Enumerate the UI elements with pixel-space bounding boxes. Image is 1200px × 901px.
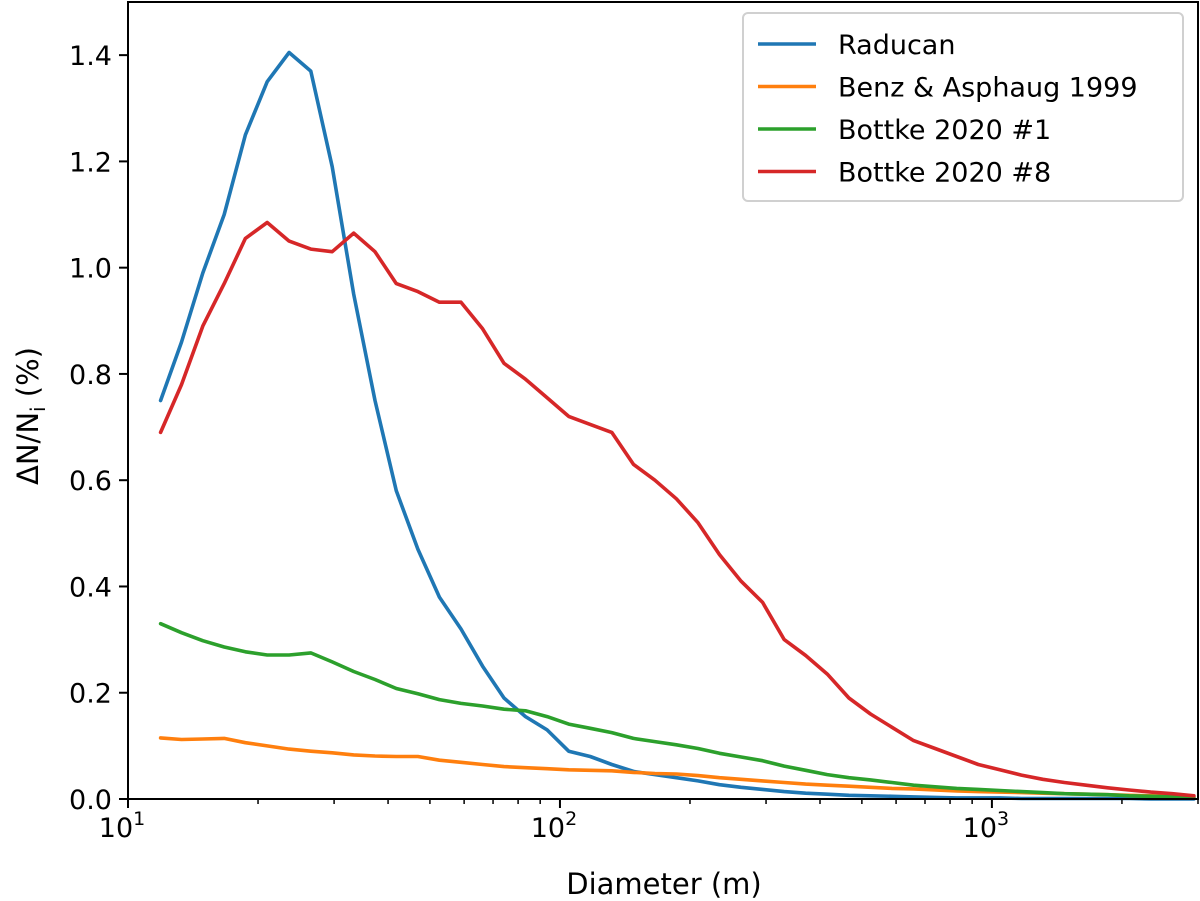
legend-label: Benz & Asphaug 1999: [838, 73, 1138, 104]
legend-box: [742, 12, 1184, 202]
y-tick-label: 0.8: [69, 360, 112, 391]
y-tick-label: 1.2: [69, 147, 112, 178]
plot-frame: [127, 1, 1199, 800]
y-tick-label: 0.6: [69, 466, 112, 497]
y-tick-label: 0.2: [69, 679, 112, 710]
x-axis-label: Diameter (m): [566, 867, 761, 901]
y-tick-label: 1.4: [69, 41, 112, 72]
x-tick-label: 102: [531, 808, 577, 844]
legend-label: Raducan: [838, 30, 955, 61]
axis-ticks: 0.0 0.2 0.4 0.6 0.8 1.0 1.2 1.4 101 102 103: [69, 41, 1199, 844]
y-tick-label: 0.0: [69, 785, 112, 816]
y-axis-label: ΔN/Ni (%): [11, 347, 50, 485]
series-line-bottke-2020-8: [158, 220, 1196, 798]
legend-label: Bottke 2020 #8: [838, 158, 1051, 189]
x-tick-label: 101: [99, 808, 145, 844]
x-tick-label: 103: [963, 808, 1009, 844]
series-line-bottke-2020-1: [158, 621, 1196, 800]
y-tick-label: 1.0: [69, 254, 112, 285]
plot-border: [127, 1, 1199, 800]
legend: Raducan Benz & Asphaug 1999 Bottke 2020 #1…: [742, 12, 1184, 202]
y-tick-label: 0.4: [69, 572, 112, 603]
legend-label: Bottke 2020 #1: [838, 115, 1051, 146]
